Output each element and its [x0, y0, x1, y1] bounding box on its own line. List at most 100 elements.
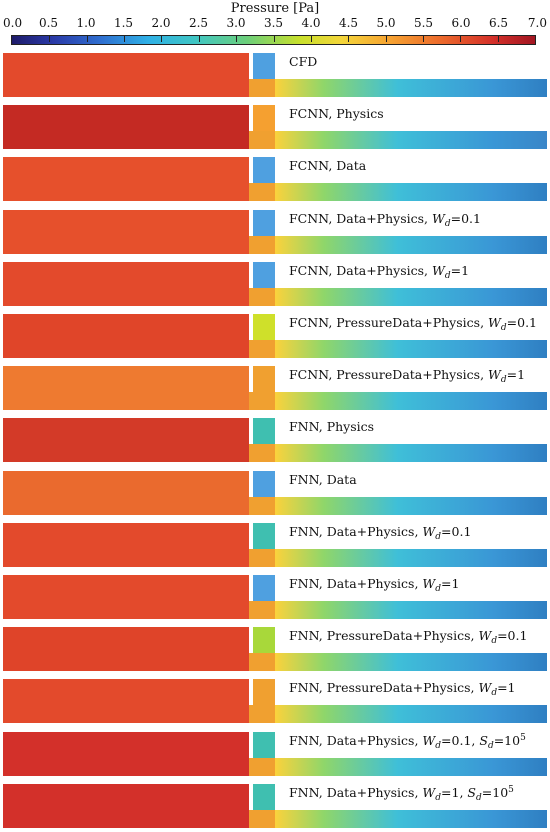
pressure-field-panel: FNN, PressureData+Physics, Wd=0.1 — [3, 627, 547, 672]
label-area — [275, 209, 547, 236]
downstream-region — [275, 131, 547, 150]
downstream-region — [275, 444, 547, 463]
upstream-region — [3, 157, 249, 202]
gap-region — [253, 522, 275, 549]
upstream-region — [3, 575, 249, 619]
gap-region — [253, 366, 275, 393]
colorbar-tick-label: 3.0 — [226, 16, 246, 30]
panel-label-part: W — [478, 628, 492, 644]
panel-label-part: d — [487, 740, 494, 751]
panel-label: FNN, PressureData+Physics, Wd=0.1 — [289, 628, 527, 646]
panel-label-part: =1, — [441, 784, 468, 800]
panel-label-part: FCNN, Data+Physics, — [289, 262, 432, 278]
panel-label-part: d — [500, 375, 507, 386]
pressure-field-panel: CFD — [3, 53, 547, 97]
transition-region — [249, 809, 279, 828]
colorbar-tick-label: 6.0 — [451, 16, 471, 30]
panel-label-part: FNN, Data+Physics, — [289, 732, 423, 748]
downstream-region — [275, 496, 547, 515]
colorbar-tick-label: 1.5 — [113, 16, 134, 30]
label-area — [275, 314, 547, 340]
panel-label-part: W — [431, 210, 445, 226]
label-area — [275, 261, 547, 288]
panel-label-part: FCNN, PressureData+Physics, — [289, 367, 489, 383]
panel-label-part: d — [435, 792, 442, 803]
label-area — [275, 366, 547, 393]
panel-label-part: =1 — [450, 262, 470, 278]
panel-label-part: =1 — [506, 367, 526, 383]
panel-label-part: W — [422, 784, 436, 800]
downstream-region — [275, 757, 547, 776]
panel-label: FNN, Physics — [289, 419, 374, 434]
colorbar-tick-label: 2.0 — [151, 16, 171, 30]
panel-label: FCNN, PressureData+Physics, Wd=1 — [289, 367, 526, 386]
panel-label-part: FNN, Data — [289, 471, 357, 487]
panel-label-part: FNN, PressureData+Physics, — [289, 628, 479, 644]
pressure-field-plot — [3, 679, 547, 724]
pressure-field-panel: FCNN, PressureData+Physics, Wd=1 — [3, 366, 547, 411]
pressure-field-plot — [3, 627, 547, 672]
downstream-region — [275, 79, 547, 97]
pressure-field-panel: FCNN, PressureData+Physics, Wd=0.1 — [3, 314, 547, 358]
panel-label-part: W — [422, 732, 436, 748]
upstream-region — [3, 627, 249, 672]
panel-label-part: =0.1 — [506, 315, 538, 330]
gap-region — [253, 679, 275, 706]
panel-label-part: W — [478, 680, 492, 696]
label-area — [275, 627, 547, 654]
obstacle-slot — [249, 783, 253, 802]
panel-label-part: FCNN, PressureData+Physics, — [289, 315, 489, 330]
label-area — [275, 731, 547, 758]
transition-region — [249, 287, 279, 306]
panel-label: FNN, Data+Physics, Wd=0.1 — [289, 524, 471, 542]
gap-region — [253, 575, 275, 601]
colorbar-tick-mark — [310, 36, 312, 42]
downstream-region — [275, 235, 547, 254]
obstacle-slot — [249, 157, 253, 176]
pressure-field-panel: FCNN, Physics — [3, 105, 547, 150]
panel-label-part: d — [435, 740, 442, 751]
label-area — [275, 53, 547, 79]
panel-label: FNN, Data+Physics, Wd=0.1, Sd=105 — [289, 732, 526, 751]
panel-label-part: d — [435, 584, 442, 594]
label-area — [275, 105, 547, 132]
panel-label-part: CFD — [289, 54, 318, 69]
panel-label-part: S — [467, 784, 476, 800]
downstream-region — [275, 809, 547, 828]
label-area — [275, 575, 547, 601]
pressure-field-plot — [3, 53, 547, 97]
colorbar-tick-label: 5.5 — [413, 16, 434, 30]
colorbar-tick-label: 2.5 — [188, 16, 209, 30]
pressure-field-panel: FNN, Physics — [3, 418, 547, 463]
upstream-region — [3, 783, 249, 828]
gap-region — [253, 157, 275, 184]
transition-region — [249, 444, 279, 463]
obstacle-slot — [249, 314, 253, 332]
downstream-region — [275, 653, 547, 672]
colorbar-tick-label: 1.0 — [76, 16, 96, 30]
panel-label-part: d — [500, 323, 507, 333]
upstream-region — [3, 522, 249, 567]
upstream-region — [3, 366, 249, 411]
pressure-field-panel: FNN, Data+Physics, Wd=0.1 — [3, 522, 547, 567]
colorbar-tick-label: 7.0 — [527, 16, 547, 30]
panel-label-part: FNN, Data+Physics, — [289, 784, 423, 800]
pressure-field-plot — [3, 366, 547, 411]
panel-label-part: 5 — [508, 784, 514, 795]
obstacle-slot — [249, 418, 253, 437]
panel-label-part: d — [444, 218, 451, 229]
colorbar-tick-mark — [385, 36, 387, 42]
panel-label-part: =10 — [493, 732, 521, 748]
pressure-field-panel: FNN, Data+Physics, Wd=1, Sd=105 — [3, 783, 547, 828]
pressure-field-panel: FNN, Data+Physics, Wd=0.1, Sd=105 — [3, 731, 547, 776]
transition-region — [249, 548, 279, 567]
gap-region — [253, 105, 275, 132]
panel-label: FCNN, Data+Physics, Wd=0.1 — [289, 210, 481, 229]
colorbar-tick-mark — [198, 36, 200, 42]
transition-region — [249, 79, 279, 97]
panel-label-part: FCNN, Data+Physics, — [289, 210, 432, 226]
colorbar-tick-label: 6.5 — [488, 16, 509, 30]
obstacle-slot — [249, 105, 253, 124]
label-area — [275, 418, 547, 445]
panel-label-part: 5 — [520, 732, 526, 743]
